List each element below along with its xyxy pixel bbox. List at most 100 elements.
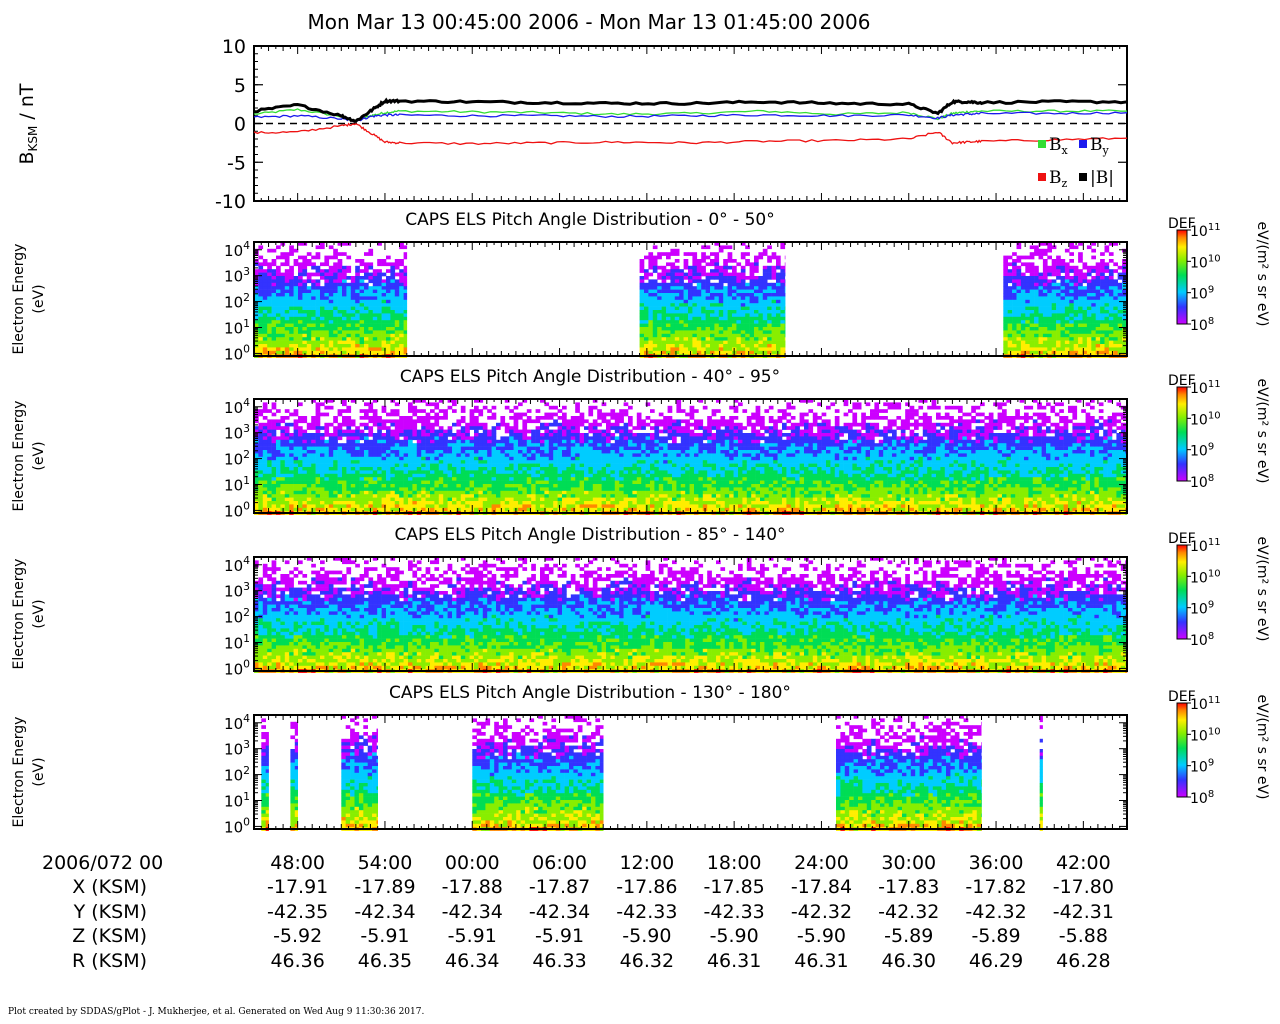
heatmap-cell xyxy=(1016,350,1022,355)
heatmap-cell xyxy=(280,501,286,505)
heatmap-cell xyxy=(306,313,312,318)
heatmap-cell xyxy=(280,333,286,338)
heatmap-cell xyxy=(443,456,448,461)
heatmap-cell xyxy=(372,409,378,413)
heatmap-cell xyxy=(1069,242,1074,246)
heatmap-cell xyxy=(1029,262,1035,267)
heatmap-cell xyxy=(394,259,400,263)
heatmap-cell xyxy=(359,484,365,488)
heatmap-cell xyxy=(1073,265,1079,270)
heatmap-cell xyxy=(732,333,737,338)
heatmap-cell xyxy=(320,504,325,509)
heatmap-cell xyxy=(666,310,671,314)
heatmap-cell xyxy=(1091,306,1096,311)
heatmap-cell xyxy=(372,433,378,437)
heatmap-cell xyxy=(762,299,768,304)
heatmap-cell xyxy=(657,350,662,355)
heatmap-cell xyxy=(1091,276,1096,280)
heatmap-cell xyxy=(683,262,689,267)
heatmap-cell xyxy=(469,494,475,498)
heatmap-cell xyxy=(1020,282,1026,287)
heatmap-cell xyxy=(745,276,750,280)
heatmap-cell xyxy=(425,443,431,447)
heatmap-cell xyxy=(430,463,435,468)
heatmap-cell xyxy=(780,282,786,287)
heatmap-cell xyxy=(306,323,312,328)
heatmap-cell xyxy=(412,456,418,461)
heatmap-cell xyxy=(666,330,671,335)
heatmap-cell xyxy=(1042,242,1048,246)
heatmap-cell xyxy=(359,262,365,267)
heatmap-cell xyxy=(284,333,290,338)
heatmap-cell xyxy=(762,293,768,297)
heatmap-cell xyxy=(350,340,356,345)
heatmap-cell xyxy=(784,316,786,321)
heatmap-cell xyxy=(293,456,299,461)
heatmap-cell xyxy=(447,443,453,447)
heatmap-cell xyxy=(767,296,772,301)
heatmap-cell xyxy=(1042,323,1048,328)
heatmap-cell xyxy=(1003,269,1008,273)
heatmap-cell xyxy=(1095,313,1101,318)
heatmap-cell xyxy=(776,330,781,335)
heatmap-cell xyxy=(718,344,724,348)
heatmap-cell xyxy=(267,282,272,287)
heatmap-cell xyxy=(1117,330,1123,335)
heatmap-cell xyxy=(762,316,768,321)
heatmap-cell xyxy=(355,463,360,468)
heatmap-cell xyxy=(705,303,711,307)
heatmap-cell xyxy=(394,429,400,434)
heatmap-cell xyxy=(342,422,347,427)
heatmap-cell xyxy=(342,327,347,331)
heatmap-cell xyxy=(714,310,720,314)
heatmap-cell xyxy=(399,416,404,420)
heatmap-cell xyxy=(688,296,693,301)
heatmap-cell xyxy=(390,293,396,297)
heatmap-cell xyxy=(403,419,409,424)
heatmap-cell xyxy=(474,490,479,495)
heatmap-cell xyxy=(710,293,715,297)
heatmap-cell xyxy=(289,507,294,512)
heatmap-cell xyxy=(302,433,308,437)
heatmap-cell xyxy=(1091,327,1096,331)
heatmap-cell xyxy=(784,333,786,338)
heatmap-cell xyxy=(434,460,440,464)
heatmap-cell xyxy=(412,480,418,485)
heatmap-cell xyxy=(368,286,374,290)
heatmap-cell xyxy=(666,340,671,345)
heatmap-cell xyxy=(394,303,400,307)
heatmap-cell xyxy=(267,347,272,352)
heatmap-cell xyxy=(416,463,422,468)
heatmap-cell xyxy=(289,480,294,485)
heatmap-cell xyxy=(1007,347,1013,352)
heatmap-cell xyxy=(1051,330,1057,335)
heatmap-cell xyxy=(364,293,369,297)
heatmap-cell xyxy=(276,504,281,509)
heatmap-cell xyxy=(320,463,325,468)
heatmap-cell xyxy=(736,327,742,331)
heatmap-cell xyxy=(399,299,404,304)
heatmap-cell xyxy=(438,456,444,461)
heatmap-cell xyxy=(355,327,360,331)
heatmap-cell xyxy=(1047,293,1052,297)
heatmap-cell xyxy=(320,490,325,495)
heatmap-cell xyxy=(394,316,400,321)
heatmap-cell xyxy=(1003,330,1008,335)
heatmap-cell xyxy=(683,286,689,290)
heatmap-cell xyxy=(1091,299,1096,304)
heatmap-cell xyxy=(1042,303,1048,307)
heatmap-cell xyxy=(271,310,277,314)
heatmap-cell xyxy=(372,456,378,461)
heatmap-cell xyxy=(355,436,360,441)
heatmap-cell xyxy=(430,507,435,512)
heatmap-cell xyxy=(1069,259,1074,263)
heatmap-cell xyxy=(1029,276,1035,280)
heatmap-cell xyxy=(328,293,334,297)
heatmap-cell xyxy=(302,323,308,328)
heatmap-cell xyxy=(386,293,391,297)
heatmap-cell xyxy=(333,507,338,512)
heatmap-cell xyxy=(705,306,711,311)
heatmap-cell xyxy=(372,450,378,454)
heatmap-cell xyxy=(262,436,268,441)
heatmap-cell xyxy=(1042,316,1048,321)
